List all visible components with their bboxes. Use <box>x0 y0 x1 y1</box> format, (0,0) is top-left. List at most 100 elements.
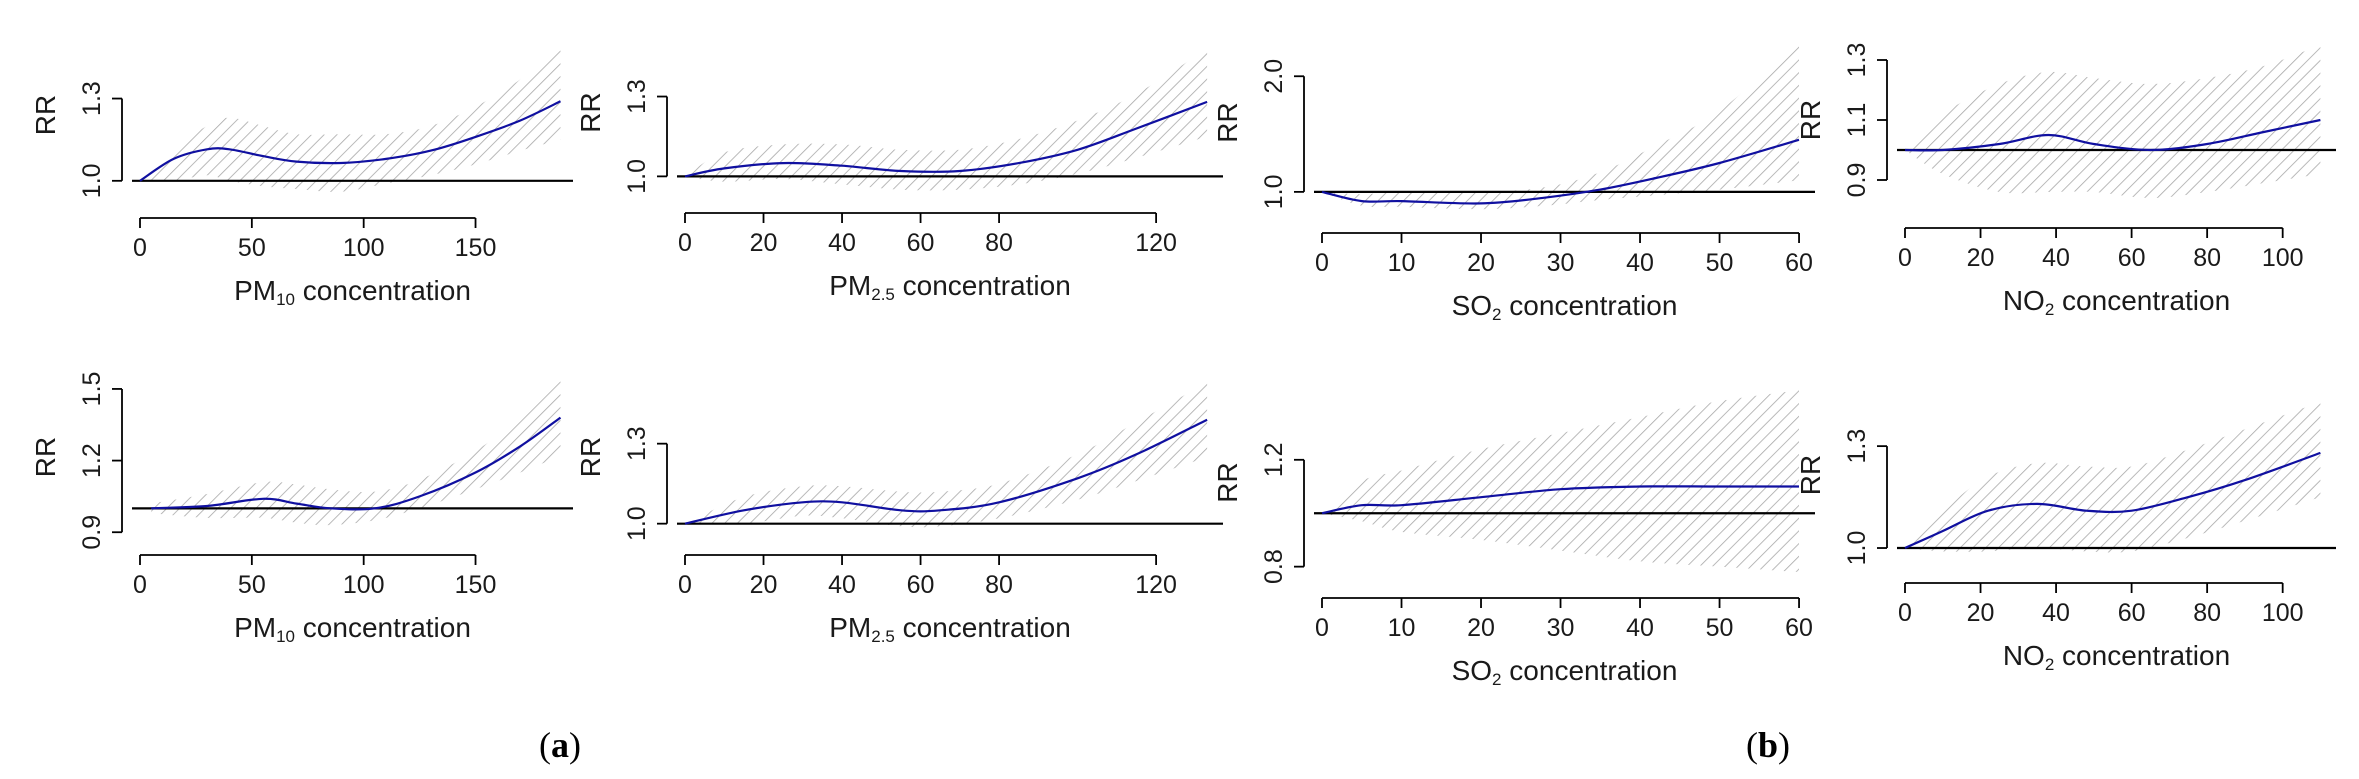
x-tick-label: 60 <box>907 229 935 257</box>
x-label-subscript: 2 <box>1492 670 1501 689</box>
x-axis-label: PM10 concentration <box>234 612 471 646</box>
x-tick-label: 50 <box>1706 614 1734 642</box>
x-label-subscript: 2 <box>2045 655 2054 674</box>
y-tick-label: 1.3 <box>1843 429 1871 464</box>
chart-a4: 0 20 40 60 80 100 0.9 1.1 1.3 RR NO2 concentration <box>1795 43 2336 319</box>
x-tick-label: 10 <box>1388 614 1416 642</box>
y-tick-label: 1.0 <box>78 163 106 198</box>
confidence-band <box>1322 390 1799 572</box>
x-tick-label: 50 <box>1706 249 1734 277</box>
x-tick-label: 20 <box>750 571 778 599</box>
x-tick-label: 20 <box>750 229 778 257</box>
panel-label-a: (a) <box>539 725 581 765</box>
x-tick-label: 60 <box>1785 614 1813 642</box>
x-tick-label: 100 <box>343 571 385 599</box>
x-tick-label: 10 <box>1388 249 1416 277</box>
x-tick-label: 40 <box>828 571 856 599</box>
rr-curve <box>1904 451 2321 550</box>
y-axis-label: RR <box>1795 100 1826 140</box>
x-axis-label: SO2 concentration <box>1452 655 1678 689</box>
y-axis-label: RR <box>1795 455 1826 495</box>
rr-curve <box>684 100 1208 178</box>
x-label-main: PM <box>234 612 276 643</box>
x-tick-label: 0 <box>1898 244 1912 272</box>
x-label-main: PM <box>829 612 871 643</box>
x-tick-label: 50 <box>238 571 266 599</box>
y-tick-label: 0.8 <box>1260 549 1288 584</box>
chart-b4: 0 20 40 60 80 100 1.0 1.3 RR NO2 concentration <box>1795 402 2336 674</box>
x-tick-label: 20 <box>1467 614 1495 642</box>
x-tick-label: 150 <box>455 234 497 262</box>
x-label-subscript: 2 <box>2045 300 2054 319</box>
chart-a1: 0 50 100 150 1.0 1.3 RR PM10 concentration <box>30 43 573 309</box>
x-tick-label: 0 <box>1315 614 1329 642</box>
rr-curve <box>151 416 562 511</box>
x-label-rest: concentration <box>895 612 1071 643</box>
x-tick-label: 40 <box>2042 244 2070 272</box>
x-tick-label: 120 <box>1135 571 1177 599</box>
x-label-rest: concentration <box>295 275 471 306</box>
x-tick-label: 100 <box>343 234 385 262</box>
x-tick-label: 100 <box>2262 599 2304 627</box>
x-tick-label: 80 <box>985 571 1013 599</box>
x-label-rest: concentration <box>295 612 471 643</box>
x-label-subscript: 2 <box>1492 305 1501 324</box>
y-tick-label: 1.3 <box>78 81 106 116</box>
y-tick-label: 0.9 <box>1843 163 1871 198</box>
chart-b1: 0 50 100 150 0.9 1.2 1.5 RR PM10 concentration <box>30 372 573 646</box>
x-tick-label: 0 <box>678 229 692 257</box>
chart-a2: 0 20 40 60 80 120 1.0 1.3 RR PM2.5 concentration <box>575 48 1223 304</box>
y-axis-label: RR <box>1212 462 1243 502</box>
x-label-main: NO <box>2003 285 2045 316</box>
y-axis-label: RR <box>30 95 61 135</box>
x-label-subscript: 2.5 <box>871 285 895 304</box>
x-tick-label: 20 <box>1967 244 1995 272</box>
x-tick-label: 150 <box>455 571 497 599</box>
rr-curve <box>1321 138 1800 205</box>
x-tick-label: 120 <box>1135 229 1177 257</box>
rr-curve <box>1321 485 1799 515</box>
x-tick-label: 20 <box>1967 599 1995 627</box>
x-tick-label: 40 <box>1626 614 1654 642</box>
x-tick-label: 0 <box>678 571 692 599</box>
x-tick-label: 0 <box>133 234 147 262</box>
confidence-band <box>151 379 561 526</box>
y-tick-label: 2.0 <box>1260 59 1288 94</box>
x-label-subscript: 10 <box>276 290 295 309</box>
y-axis-label: RR <box>1212 102 1243 142</box>
x-axis-label: NO2 concentration <box>2003 285 2230 319</box>
x-tick-label: 60 <box>2118 599 2146 627</box>
confidence-band <box>1905 45 2321 198</box>
confidence-band <box>140 43 561 192</box>
confidence-band <box>1322 41 1799 210</box>
x-tick-label: 60 <box>1785 249 1813 277</box>
x-label-subscript: 10 <box>276 627 295 646</box>
x-tick-label: 30 <box>1547 614 1575 642</box>
x-label-subscript: 2.5 <box>871 627 895 646</box>
x-tick-label: 60 <box>2118 244 2146 272</box>
confidence-band <box>1905 402 2321 553</box>
x-label-main: SO <box>1452 290 1492 321</box>
x-axis-label: SO2 concentration <box>1452 290 1678 324</box>
y-tick-label: 1.3 <box>1843 43 1871 78</box>
confidence-band <box>685 382 1208 528</box>
x-tick-label: 80 <box>985 229 1013 257</box>
x-axis-label: PM2.5 concentration <box>829 270 1071 304</box>
y-tick-label: 1.0 <box>623 506 651 541</box>
chart-b2: 0 20 40 60 80 120 1.0 1.3 RR PM2.5 concentration <box>575 382 1223 646</box>
y-tick-label: 1.0 <box>623 159 651 194</box>
x-tick-label: 0 <box>133 571 147 599</box>
chart-a3: 0 10 20 30 40 50 60 1.0 2.0 RR SO2 concentration <box>1212 41 1815 324</box>
x-tick-label: 80 <box>2193 244 2221 272</box>
x-label-rest: concentration <box>1502 290 1678 321</box>
x-tick-label: 50 <box>238 234 266 262</box>
x-tick-label: 40 <box>1626 249 1654 277</box>
x-tick-label: 30 <box>1547 249 1575 277</box>
y-tick-label: 0.9 <box>78 515 106 550</box>
x-axis-label: PM10 concentration <box>234 275 471 309</box>
rr-curve <box>684 418 1208 525</box>
x-tick-label: 0 <box>1898 599 1912 627</box>
x-label-rest: concentration <box>895 270 1071 301</box>
y-tick-label: 1.0 <box>1843 531 1871 566</box>
